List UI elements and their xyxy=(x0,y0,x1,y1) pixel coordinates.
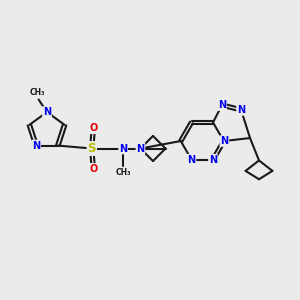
Text: N: N xyxy=(218,100,226,110)
Text: N: N xyxy=(32,141,40,151)
Text: N: N xyxy=(220,136,228,146)
Text: N: N xyxy=(136,143,145,154)
Text: O: O xyxy=(89,123,98,133)
Text: S: S xyxy=(88,142,96,155)
Text: N: N xyxy=(119,143,127,154)
Text: N: N xyxy=(43,107,51,117)
Text: CH₃: CH₃ xyxy=(29,88,45,98)
Text: N: N xyxy=(237,105,245,115)
Text: CH₃: CH₃ xyxy=(116,169,131,178)
Text: O: O xyxy=(89,164,98,174)
Text: N: N xyxy=(188,155,196,165)
Text: N: N xyxy=(209,155,217,165)
